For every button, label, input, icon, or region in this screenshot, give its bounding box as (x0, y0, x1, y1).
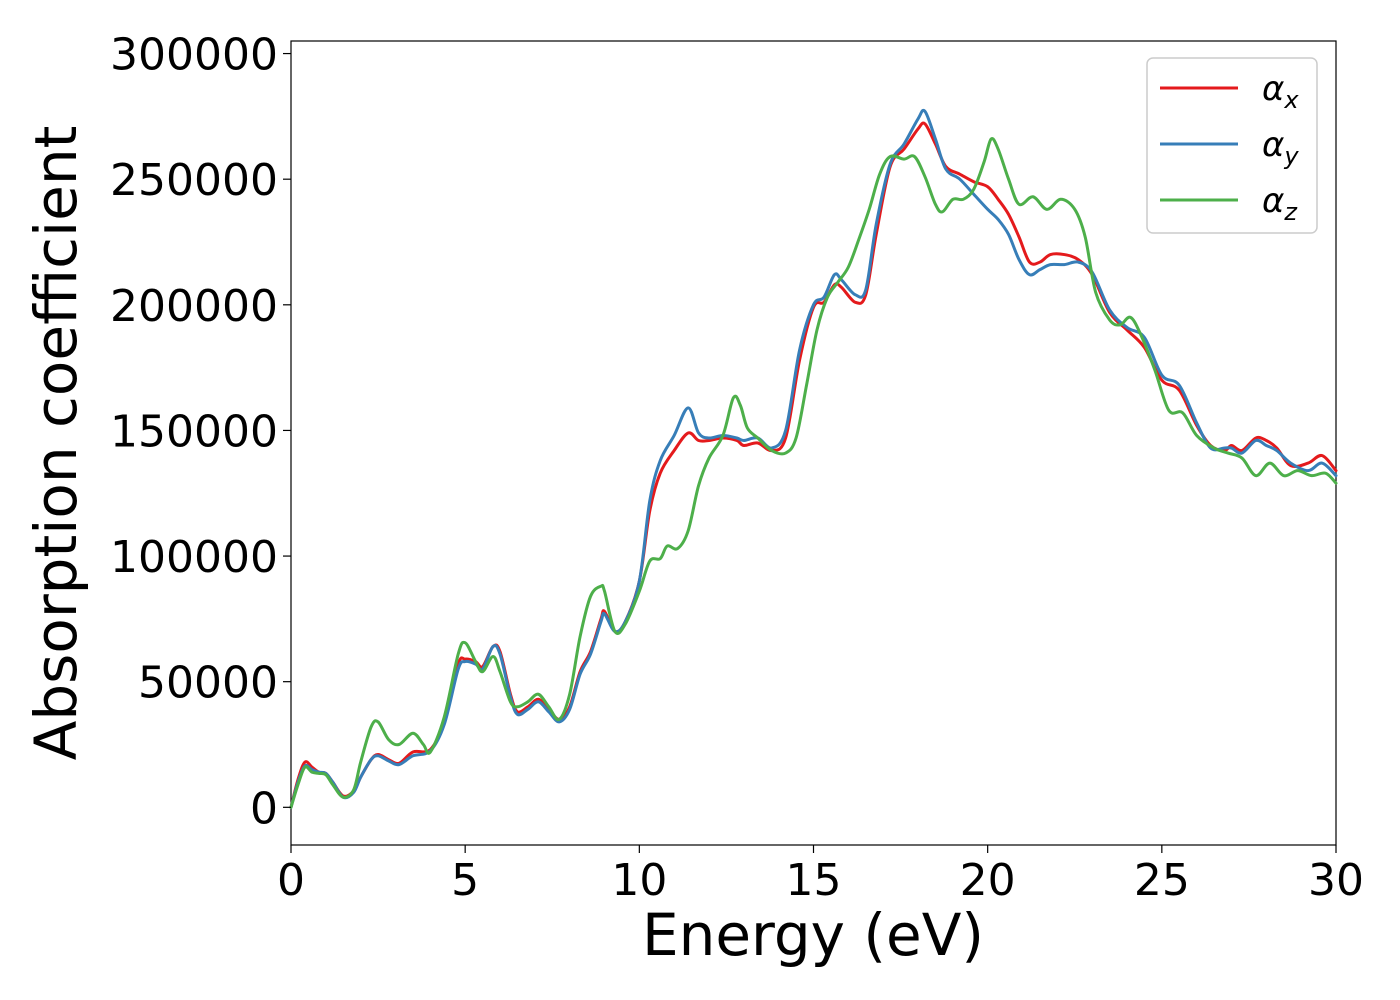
y-axis-title: Absorption coefficient (22, 126, 90, 761)
legend-label-base: α (1262, 69, 1284, 109)
y-tick-label: 300000 (110, 30, 278, 81)
legend-label-subscript: x (1283, 86, 1299, 114)
x-tick-label: 15 (786, 855, 842, 906)
x-tick-label: 20 (960, 855, 1016, 906)
legend-label-z: αz (1262, 181, 1298, 226)
x-tick-label: 10 (611, 855, 667, 906)
series-line-z (289, 137, 1338, 809)
series-layer (289, 108, 1338, 809)
legend-label-x: αx (1262, 69, 1299, 114)
y-axis: 0 50000 100000 150000 200000 250000 300000 (110, 30, 291, 834)
y-tick-label: 50000 (138, 658, 278, 709)
legend-label-subscript: z (1283, 198, 1298, 226)
y-tick-label: 150000 (110, 406, 278, 457)
legend-label-subscript: y (1283, 142, 1299, 170)
x-tick-label: 30 (1308, 855, 1364, 906)
x-tick-label: 5 (451, 855, 479, 906)
legend-label-y: αy (1262, 125, 1299, 170)
legend-label-base: α (1262, 181, 1284, 221)
legend-label-base: α (1262, 125, 1284, 165)
x-axis-title: Energy (eV) (642, 901, 984, 969)
x-tick-label: 0 (277, 855, 305, 906)
x-axis: 0 5 10 15 20 25 30 (277, 845, 1364, 906)
y-tick-label: 100000 (110, 532, 278, 583)
y-tick-label: 0 (250, 783, 278, 834)
y-tick-label: 250000 (110, 155, 278, 206)
x-tick-label: 25 (1134, 855, 1190, 906)
y-tick-label: 200000 (110, 281, 278, 332)
